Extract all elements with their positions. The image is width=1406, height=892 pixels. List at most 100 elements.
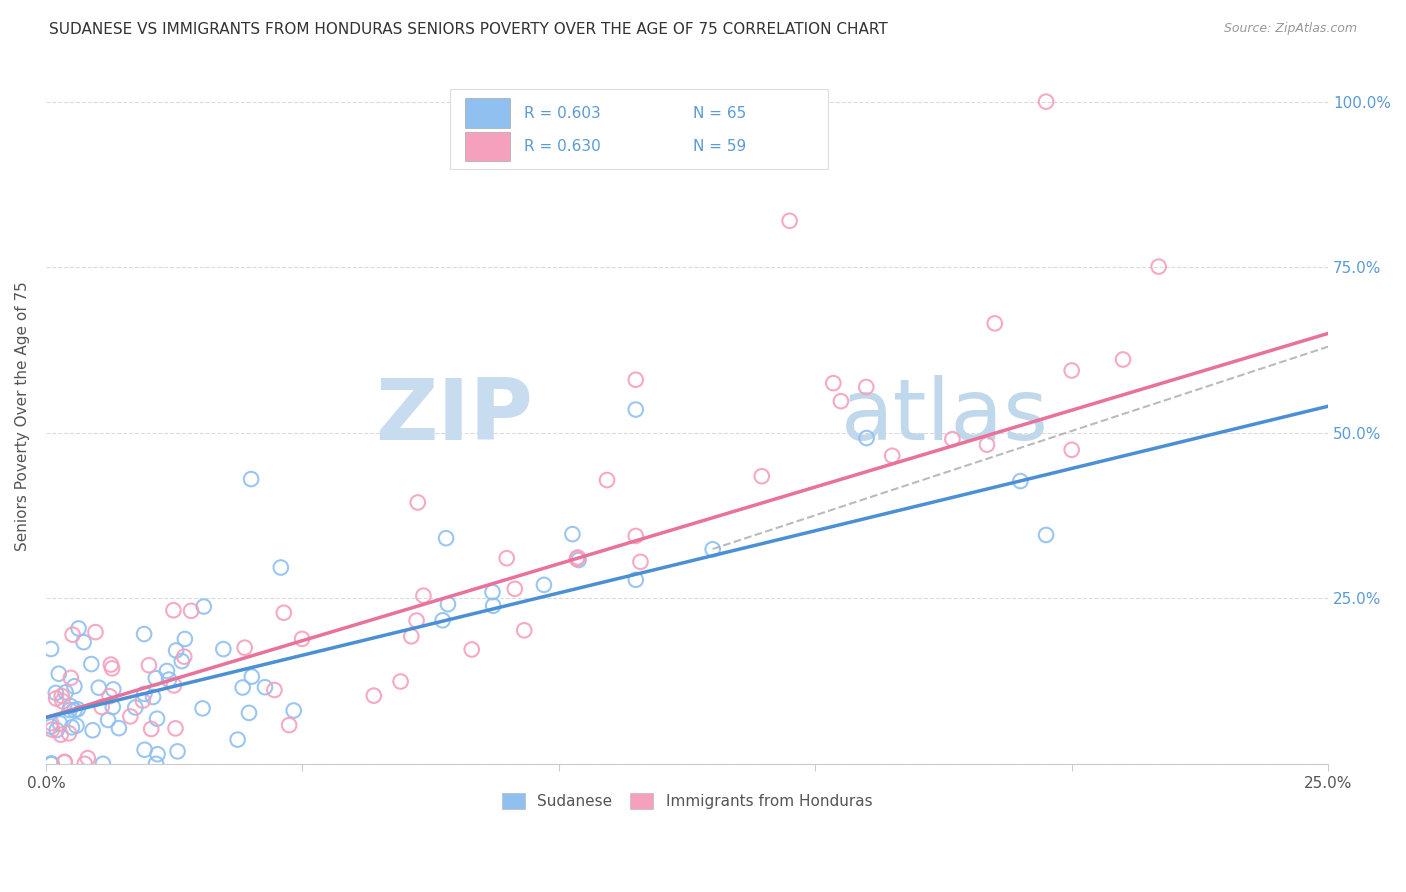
Point: [481, 585, 503, 599]
Point: [751, 469, 773, 483]
Point: [45, 686, 67, 700]
Point: [124, 700, 146, 714]
Point: [101, 661, 124, 675]
Point: [830, 394, 852, 409]
Point: [157, 673, 180, 687]
Point: [49, 728, 72, 742]
Point: [1112, 352, 1135, 367]
Point: [513, 624, 536, 638]
Point: [146, 712, 169, 726]
Text: N = 59: N = 59: [693, 139, 747, 154]
Text: ZIP: ZIP: [375, 375, 533, 458]
Point: [65, 719, 87, 733]
Point: [561, 527, 583, 541]
Point: [503, 582, 526, 596]
Point: [45, 723, 67, 737]
Point: [437, 597, 460, 611]
Text: R = 0.603: R = 0.603: [524, 105, 600, 120]
Point: [233, 640, 256, 655]
Point: [101, 700, 124, 714]
Point: [226, 732, 249, 747]
Point: [49, 716, 72, 731]
Point: [141, 722, 163, 736]
Point: [565, 551, 588, 566]
Point: [63, 679, 86, 693]
Point: [270, 560, 292, 574]
Point: [238, 706, 260, 720]
Point: [232, 681, 254, 695]
Point: [363, 689, 385, 703]
Point: [76, 751, 98, 765]
Point: [180, 604, 202, 618]
Point: [48, 666, 70, 681]
Point: [482, 599, 505, 613]
Point: [73, 756, 96, 771]
Point: [59, 699, 82, 714]
Point: [624, 529, 647, 543]
Point: [51, 694, 73, 708]
Point: [630, 555, 652, 569]
Text: atlas: atlas: [841, 375, 1049, 458]
Point: [132, 627, 155, 641]
Point: [263, 683, 285, 698]
Point: [1035, 528, 1057, 542]
Point: [145, 671, 167, 685]
Point: [855, 380, 877, 394]
Point: [156, 664, 179, 678]
Point: [39, 756, 62, 771]
Point: [240, 670, 263, 684]
Point: [432, 613, 454, 627]
Point: [142, 690, 165, 704]
Point: [461, 642, 484, 657]
Point: [53, 755, 76, 769]
Point: [495, 551, 517, 566]
Bar: [465, 98, 510, 128]
Point: [412, 589, 434, 603]
Point: [191, 701, 214, 715]
Point: [165, 643, 187, 657]
Point: [41, 723, 63, 737]
Point: [108, 721, 131, 735]
Point: [624, 573, 647, 587]
Point: [90, 700, 112, 714]
Point: [39, 716, 62, 731]
Point: [624, 402, 647, 417]
Point: [389, 674, 412, 689]
Point: [1035, 95, 1057, 109]
Point: [823, 376, 845, 391]
Point: [401, 629, 423, 643]
Point: [240, 472, 263, 486]
Point: [193, 599, 215, 614]
Point: [60, 720, 83, 734]
Text: R = 0.630: R = 0.630: [524, 139, 600, 154]
Point: [120, 709, 142, 723]
Point: [1060, 442, 1083, 457]
Point: [41, 756, 63, 771]
Point: [162, 603, 184, 617]
Point: [66, 702, 89, 716]
Point: [58, 726, 80, 740]
Point: [941, 432, 963, 446]
Point: [624, 373, 647, 387]
Point: [45, 691, 67, 706]
Text: N = 65: N = 65: [693, 105, 747, 120]
Point: [596, 473, 619, 487]
Point: [53, 756, 76, 770]
Point: [163, 678, 186, 692]
Legend: Sudanese, Immigrants from Honduras: Sudanese, Immigrants from Honduras: [496, 787, 879, 815]
Point: [51, 689, 73, 703]
Point: [146, 747, 169, 762]
Point: [212, 642, 235, 657]
FancyBboxPatch shape: [450, 89, 828, 169]
Point: [39, 719, 62, 733]
Point: [63, 703, 86, 717]
Point: [434, 531, 457, 545]
Point: [134, 743, 156, 757]
Point: [273, 606, 295, 620]
Point: [291, 632, 314, 646]
Point: [567, 550, 589, 565]
Point: [55, 685, 77, 699]
Point: [100, 657, 122, 672]
Point: [72, 635, 94, 649]
Point: [59, 703, 82, 717]
